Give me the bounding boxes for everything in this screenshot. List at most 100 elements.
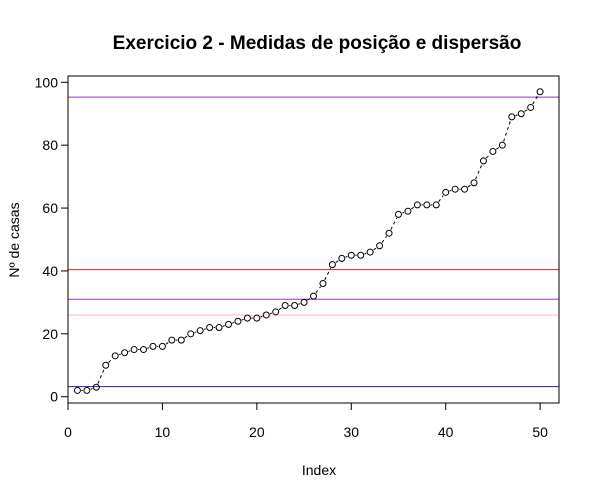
connector-segment (373, 247, 377, 251)
connector-segment (260, 315, 263, 318)
y-tick-label: 100 (35, 74, 59, 90)
data-point (470, 179, 478, 187)
chart-title: Exercicio 2 - Medidas de posição e dispe… (113, 33, 522, 54)
y-axis-label: Nº de casas (6, 202, 22, 277)
x-tick-label: 40 (438, 424, 454, 440)
y-tick-label: 80 (42, 137, 58, 153)
y-tick-label: 40 (42, 263, 58, 279)
data-point (177, 336, 185, 344)
y-tick-label: 60 (42, 200, 58, 216)
data-point (291, 302, 299, 310)
data-point (121, 349, 129, 357)
connector-segment (232, 322, 235, 324)
data-point (442, 188, 450, 196)
connector-segment (298, 303, 301, 305)
connector-segment (108, 358, 113, 363)
x-tick-label: 10 (155, 424, 171, 440)
x-axis: 0 10 20 30 40 50 (64, 402, 548, 440)
dashed-connectors (81, 94, 539, 391)
data-point (413, 201, 421, 209)
data-point (281, 302, 289, 310)
y-tick-label: 20 (42, 326, 58, 342)
connector-segment (128, 350, 131, 352)
connector-segment (241, 318, 244, 321)
connector-segment (269, 312, 273, 315)
data-point (338, 254, 346, 262)
data-point (527, 103, 535, 111)
data-point (479, 157, 487, 165)
connector-segment (485, 153, 491, 159)
connector-segment (381, 236, 388, 243)
connector-segment (194, 331, 197, 334)
data-point (149, 342, 157, 350)
data-point (404, 207, 412, 215)
data-point (225, 320, 233, 328)
data-point (215, 324, 223, 332)
connector-segment (315, 286, 321, 294)
x-tick-label: 0 (64, 424, 72, 440)
data-point (498, 141, 506, 149)
data-point (385, 229, 393, 237)
connector-segment (449, 189, 452, 192)
connector-segment (364, 252, 367, 255)
connector-segment (118, 353, 122, 356)
data-point (300, 298, 308, 306)
connector-segment (467, 184, 471, 188)
data-point (423, 201, 431, 209)
data-point (357, 251, 365, 259)
x-tick-label: 20 (249, 424, 265, 440)
connector-segment (495, 146, 500, 150)
data-point (196, 327, 204, 335)
data-point (102, 361, 110, 369)
connector-segment (503, 120, 511, 142)
y-tick-label: 0 (50, 389, 58, 405)
data-point (451, 185, 459, 193)
data-point (111, 352, 119, 360)
data-point (347, 251, 355, 259)
data-point (243, 314, 251, 322)
connector-segment (524, 109, 528, 112)
data-point (168, 336, 176, 344)
data-point (461, 185, 469, 193)
data-point (187, 330, 195, 338)
connector-segment (203, 328, 206, 330)
data-point (140, 346, 148, 354)
x-axis-label: Index (302, 462, 336, 478)
reference-lines (68, 96, 559, 388)
data-point (508, 113, 516, 121)
connector-segment (475, 164, 483, 180)
connector-segment (147, 347, 150, 349)
data-point (517, 110, 525, 118)
connector-segment (184, 335, 188, 339)
data-point (158, 342, 166, 350)
data-point (234, 317, 242, 325)
x-tick-label: 50 (532, 424, 548, 440)
connector-segment (97, 368, 105, 384)
connector-segment (278, 307, 283, 311)
data-point (272, 308, 280, 316)
data-point (319, 280, 327, 288)
connector-segment (165, 341, 169, 345)
connector-segment (345, 256, 348, 258)
connector-segment (410, 206, 415, 210)
connector-segment (90, 388, 93, 390)
data-point (73, 386, 81, 394)
data-point (536, 88, 544, 96)
data-point (83, 386, 91, 394)
connector-segment (402, 211, 405, 214)
connector-segment (438, 195, 444, 203)
data-point (206, 324, 214, 332)
connector-segment (532, 94, 539, 105)
data-point (394, 210, 402, 218)
connector-segment (515, 114, 518, 117)
connector-segment (390, 217, 398, 230)
data-point (262, 311, 270, 319)
data-point (130, 346, 138, 354)
connector-segment (222, 325, 225, 327)
x-tick-label: 30 (343, 424, 359, 440)
data-point (489, 147, 497, 155)
data-point (432, 201, 440, 209)
data-point (310, 292, 317, 300)
data-point (92, 383, 100, 391)
